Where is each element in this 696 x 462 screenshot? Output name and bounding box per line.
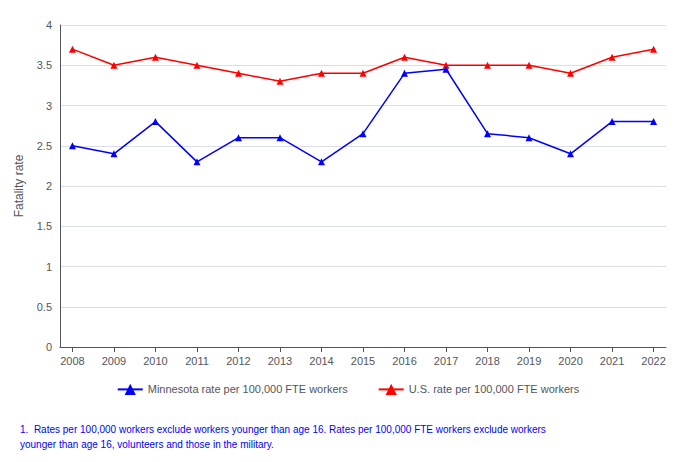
svg-text:U.S. rate per 100,000 FTE work: U.S. rate per 100,000 FTE workers xyxy=(409,383,580,395)
svg-text:1: 1 xyxy=(46,261,52,273)
svg-text:2010: 2010 xyxy=(143,355,167,367)
svg-text:younger than age 16, volunteer: younger than age 16, volunteers and thos… xyxy=(20,439,274,450)
svg-text:Fatality rate: Fatality rate xyxy=(12,154,26,217)
svg-text:2017: 2017 xyxy=(434,355,458,367)
svg-text:2016: 2016 xyxy=(392,355,416,367)
svg-text:2019: 2019 xyxy=(517,355,541,367)
svg-text:2: 2 xyxy=(46,180,52,192)
svg-text:1.5: 1.5 xyxy=(37,220,52,232)
svg-text:2018: 2018 xyxy=(475,355,499,367)
svg-text:0.5: 0.5 xyxy=(37,301,52,313)
svg-text:3: 3 xyxy=(46,100,52,112)
svg-text:2012: 2012 xyxy=(226,355,250,367)
svg-text:Minnesota rate per 100,000 FTE: Minnesota rate per 100,000 FTE workers xyxy=(148,383,348,395)
svg-text:2014: 2014 xyxy=(309,355,333,367)
svg-text:2013: 2013 xyxy=(268,355,292,367)
svg-text:2020: 2020 xyxy=(558,355,582,367)
svg-text:2009: 2009 xyxy=(102,355,126,367)
svg-text:2011: 2011 xyxy=(185,355,209,367)
svg-text:0: 0 xyxy=(46,341,52,353)
svg-text:2022: 2022 xyxy=(641,355,665,367)
svg-text:2021: 2021 xyxy=(600,355,624,367)
svg-text:2015: 2015 xyxy=(351,355,375,367)
svg-text:4: 4 xyxy=(46,19,52,31)
svg-text:2008: 2008 xyxy=(60,355,84,367)
svg-text:2.5: 2.5 xyxy=(37,140,52,152)
svg-text:1. Rates per 100,000 workers: 1. Rates per 100,000 workers exclude wor… xyxy=(20,424,546,435)
svg-text:3.5: 3.5 xyxy=(37,59,52,71)
